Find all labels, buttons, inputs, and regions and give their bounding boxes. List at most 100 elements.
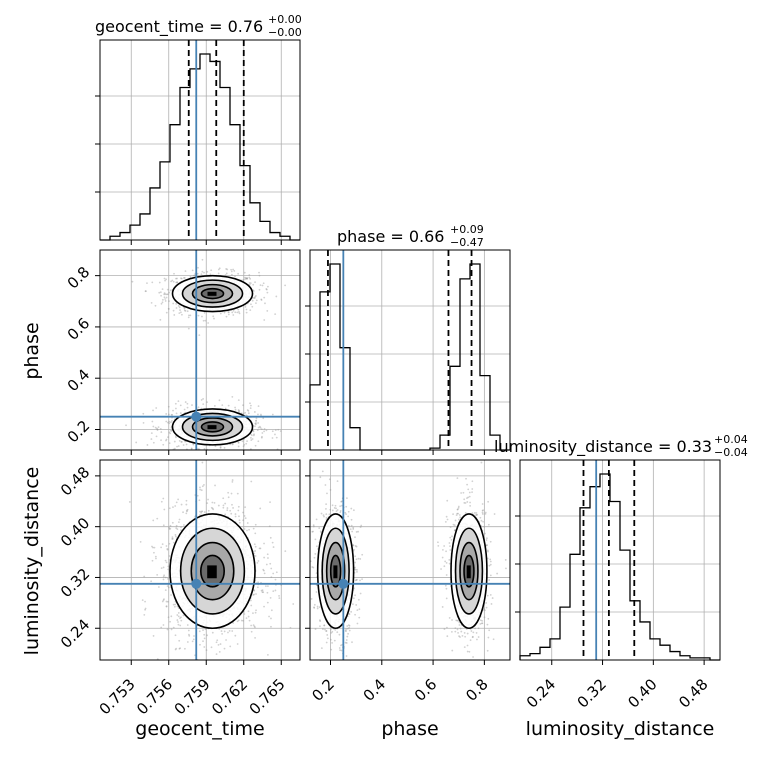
sample-point <box>230 492 233 495</box>
sample-point <box>315 518 318 521</box>
sample-point <box>229 509 232 512</box>
sample-point <box>184 647 186 650</box>
sample-point <box>263 605 265 608</box>
sample-point <box>223 647 226 650</box>
sample-point <box>452 523 455 526</box>
sample-point <box>226 507 229 509</box>
sample-point <box>356 622 359 625</box>
panel-grid <box>520 460 720 660</box>
sample-point <box>348 624 351 627</box>
sample-point <box>340 500 343 503</box>
sample-point <box>227 673 229 675</box>
panel-content <box>100 453 300 675</box>
sample-point <box>163 453 165 455</box>
sample-point <box>269 597 272 599</box>
sample-point <box>165 561 168 564</box>
sample-point <box>446 499 449 502</box>
sample-point <box>246 529 248 532</box>
sample-point <box>359 558 362 560</box>
sample-point <box>156 517 159 520</box>
sample-point <box>472 631 475 634</box>
sample-point <box>255 299 258 302</box>
sample-point <box>187 327 190 330</box>
sample-point <box>249 436 252 439</box>
sample-point <box>222 506 225 509</box>
sample-point <box>245 308 248 311</box>
sample-point <box>357 530 360 533</box>
sample-point <box>212 508 215 511</box>
sample-point <box>274 433 276 436</box>
sample-point <box>245 311 248 314</box>
sample-point <box>166 578 169 580</box>
sample-point <box>464 512 467 514</box>
sample-point <box>238 409 241 412</box>
sample-point <box>361 578 363 580</box>
sample-point <box>175 647 178 650</box>
title-phase-minus: −0.47 <box>450 236 484 249</box>
sample-point <box>348 629 351 632</box>
sample-point <box>260 428 263 431</box>
sample-point <box>143 575 146 578</box>
sample-point <box>217 268 220 271</box>
sample-point <box>167 413 170 416</box>
sample-point <box>216 639 219 642</box>
sample-point <box>180 277 183 280</box>
sample-point <box>484 512 487 515</box>
sample-point <box>259 507 262 510</box>
sample-point <box>483 608 485 610</box>
sample-point <box>489 540 492 543</box>
panel-grid <box>100 460 300 660</box>
sample-point <box>181 313 183 316</box>
sample-point <box>172 302 175 305</box>
sample-point <box>242 412 245 415</box>
sample-point <box>352 526 355 529</box>
sample-point <box>346 497 348 500</box>
sample-point <box>160 294 162 297</box>
sample-point <box>203 447 206 450</box>
sample-point <box>272 546 275 548</box>
sample-point <box>223 446 226 449</box>
sample-point <box>328 478 331 481</box>
sample-point <box>471 636 474 639</box>
sample-point <box>200 511 203 514</box>
panel-0-0 <box>95 39 301 245</box>
sample-point <box>211 451 213 453</box>
sample-point <box>331 509 334 512</box>
sample-point <box>153 551 155 554</box>
sample-point <box>354 568 357 571</box>
sample-point <box>203 646 206 648</box>
sample-point <box>189 275 192 278</box>
sample-point <box>326 637 329 640</box>
sample-point <box>355 579 358 581</box>
sample-point <box>165 311 168 314</box>
truth-marker <box>191 578 202 589</box>
sample-point <box>504 559 507 561</box>
sample-point <box>169 421 172 424</box>
sample-point <box>263 572 266 575</box>
sample-point <box>246 277 249 280</box>
sample-point <box>197 314 200 317</box>
sample-point <box>201 461 204 464</box>
sample-point <box>261 284 264 287</box>
panel-content <box>310 460 510 660</box>
sample-point <box>245 617 248 619</box>
sample-point <box>475 632 478 634</box>
sample-point <box>242 445 245 448</box>
sample-point <box>203 311 206 314</box>
sample-point <box>171 536 174 539</box>
xlabel-luminosity-distance: luminosity_distance <box>526 718 715 740</box>
sample-point <box>345 639 348 641</box>
sample-point <box>167 568 170 571</box>
sample-point <box>186 624 189 626</box>
sample-point <box>347 510 350 513</box>
sample-point <box>177 612 180 614</box>
sample-point <box>167 308 170 310</box>
sample-point <box>232 268 235 271</box>
sample-point <box>152 519 155 522</box>
sample-point <box>490 603 493 605</box>
sample-point <box>476 513 479 516</box>
sample-point <box>249 309 252 312</box>
sample-point <box>493 513 496 515</box>
sample-point <box>141 599 144 602</box>
sample-point <box>265 585 267 587</box>
